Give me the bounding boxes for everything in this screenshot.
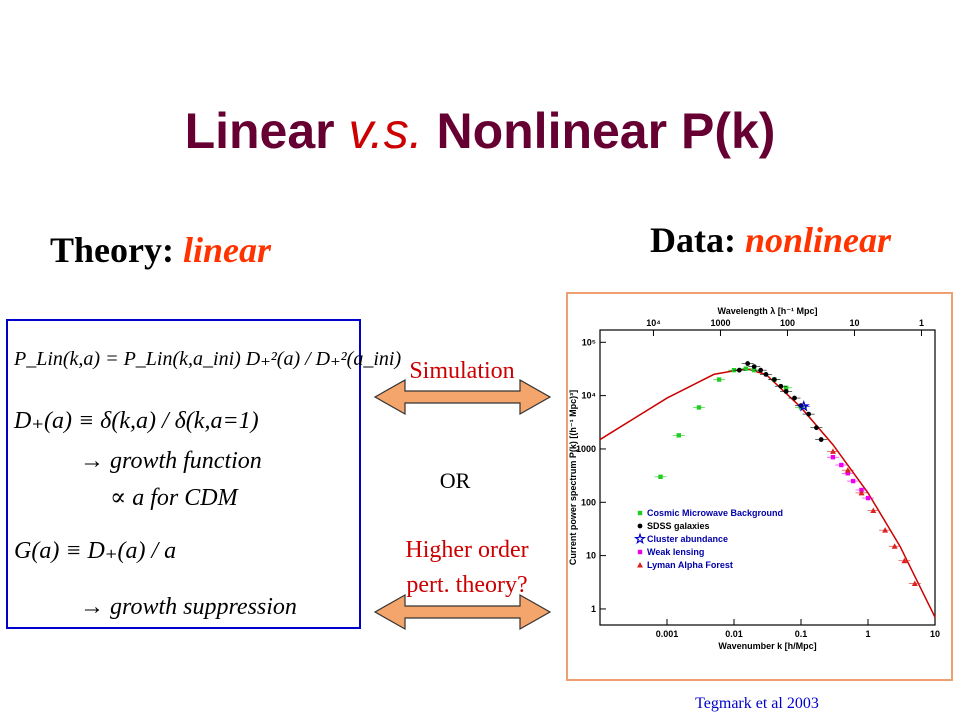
title-text: Nonlinear P(k) — [423, 103, 776, 159]
legend-label: Lyman Alpha Forest — [647, 560, 733, 570]
data-point — [751, 367, 757, 373]
data-point — [763, 371, 769, 377]
model-curve — [599, 367, 936, 618]
y-tick-label: 1 — [591, 604, 596, 614]
heading-label: Data: — [650, 220, 736, 260]
legend-marker — [637, 549, 643, 555]
x2-tick-label: 10⁴ — [646, 318, 660, 328]
legend-marker — [637, 510, 643, 516]
perturbation-label: pert. theory? — [406, 572, 527, 598]
data-point — [758, 367, 764, 373]
data-point — [783, 388, 789, 394]
x2-tick-label: 1 — [919, 318, 924, 328]
figure-frame — [566, 292, 953, 681]
data-point — [814, 425, 819, 431]
or-label: OR — [440, 468, 471, 493]
x-tick-label: 1 — [865, 629, 870, 639]
data-point — [778, 383, 784, 389]
legend-label: Weak lensing — [647, 547, 704, 557]
heading-value: linear — [183, 230, 272, 270]
data-point — [850, 478, 856, 484]
x-axis-label: Wavenumber k [h/Mpc] — [718, 641, 816, 651]
data-point — [865, 495, 871, 501]
y-tick-label: 100 — [581, 497, 596, 507]
data-point — [901, 557, 908, 564]
x-tick-label: 0.1 — [795, 629, 808, 639]
data-point — [858, 489, 865, 496]
theory-heading: Theory: linear — [50, 230, 272, 270]
arrow — [373, 593, 552, 631]
perturbation-label: Higher order — [405, 537, 528, 563]
data-point — [658, 474, 663, 480]
data-point — [771, 377, 777, 382]
equations: P_Lin(k,a) = P_Lin(k,a_ini) D₊²(a) / D₊²… — [13, 348, 401, 620]
data-point — [839, 462, 844, 468]
y-tick-label: 1000 — [576, 444, 596, 454]
simulation-label: Simulation — [409, 358, 514, 384]
x2-tick-label: 100 — [780, 318, 795, 328]
data-point — [844, 467, 851, 473]
data-point — [783, 385, 789, 391]
equation-box — [6, 319, 361, 629]
data-point — [818, 437, 824, 442]
equation: D₊(a) ≡ δ(k,a) / δ(k,a=1) — [13, 408, 259, 434]
plot-frame — [599, 329, 936, 626]
x-tick-label: 10 — [930, 629, 940, 639]
y-tick-label: 10⁴ — [582, 391, 596, 401]
data-point — [751, 364, 757, 370]
citation: Tegmark et al 2003 — [695, 695, 819, 712]
power-spectrum-plot: 0.001 0.01 0.1 1 10 1 10 100 1000 10⁴ 10⁵ 10⁴ 1000 10… — [568, 306, 940, 651]
legend-marker — [637, 523, 643, 529]
equation: P_Lin(k,a) = P_Lin(k,a_ini) D₊²(a) / D₊²… — [13, 348, 401, 370]
x2-tick-label: 10 — [849, 318, 859, 328]
x2-axis-label: Wavelength λ [h⁻¹ Mpc] — [718, 306, 818, 316]
legend-marker — [633, 532, 647, 545]
data-point — [792, 395, 797, 401]
data-point — [806, 411, 812, 417]
data-point — [743, 366, 748, 371]
data-point — [891, 543, 898, 549]
data-point — [882, 527, 889, 533]
heading-label: Theory: — [50, 230, 174, 270]
legend-label: Cosmic Microwave Background — [647, 508, 783, 518]
y-tick-label: 10⁵ — [582, 337, 596, 347]
data-point — [676, 433, 681, 438]
title: Linear v.s. Nonlinear P(k) — [185, 103, 776, 159]
data-point — [911, 580, 918, 587]
data-heading: Data: nonlinear — [650, 220, 892, 260]
data-point — [745, 361, 751, 366]
arrow — [373, 378, 552, 416]
data-point — [797, 399, 810, 412]
y-tick-label: 10 — [586, 551, 596, 561]
equation: G(a) ≡ D₊(a) / a — [14, 538, 176, 564]
heading-value: nonlinear — [745, 220, 892, 260]
y-axis-label: Current power spectrum P(k) [(h⁻¹ Mpc)³] — [568, 390, 578, 565]
x2-tick-label: 1000 — [710, 318, 730, 328]
data-point — [696, 405, 702, 410]
title-text: Linear — [185, 103, 349, 159]
legend-label: Cluster abundance — [647, 534, 728, 544]
legend-marker — [637, 562, 643, 568]
title-text: v.s. — [349, 103, 423, 159]
data-point — [716, 377, 722, 382]
x-tick-label: 0.01 — [725, 629, 743, 639]
equation: → growth function — [80, 448, 262, 474]
data-point — [829, 448, 836, 454]
data-point — [845, 471, 851, 476]
legend-label: SDSS galaxies — [647, 521, 710, 531]
x-tick-label: 0.001 — [656, 629, 679, 639]
equation: → growth suppression — [80, 594, 297, 620]
data-point — [870, 507, 877, 514]
data-point — [736, 367, 742, 373]
data-point — [830, 455, 836, 460]
equation: ∝ a for CDM — [110, 485, 240, 511]
